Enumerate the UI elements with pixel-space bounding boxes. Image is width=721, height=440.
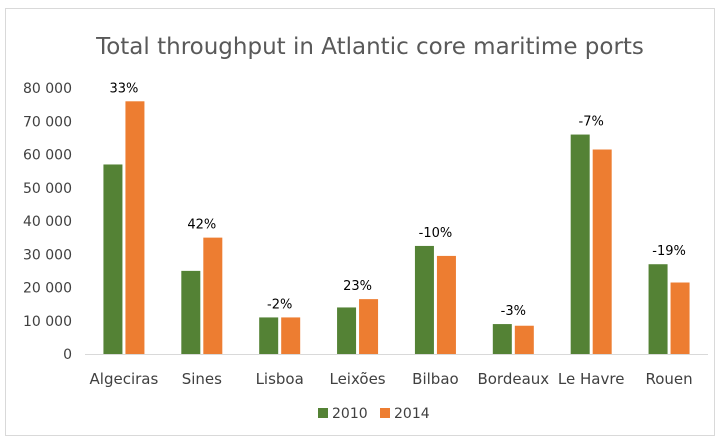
chart-title: Total throughput in Atlantic core mariti… xyxy=(95,34,644,60)
bars xyxy=(103,101,690,354)
bar-2010 xyxy=(492,324,512,354)
y-tick-label: 30 000 xyxy=(23,247,72,263)
bar-2010 xyxy=(337,307,357,354)
bar-2010 xyxy=(570,134,590,354)
bar-2014 xyxy=(592,149,612,354)
change-annotation: 33% xyxy=(109,81,138,96)
change-annotation: -7% xyxy=(579,115,604,130)
y-tick-label: 0 xyxy=(63,347,72,363)
bar-2014 xyxy=(359,299,379,354)
legend-label: 2014 xyxy=(394,406,430,422)
change-annotation: -10% xyxy=(419,226,453,241)
x-tick-label: Bilbao xyxy=(412,370,459,388)
bar-2010 xyxy=(648,264,668,354)
bar-2014 xyxy=(125,101,145,354)
bar-2010 xyxy=(181,270,201,354)
legend: 2010 2014 xyxy=(318,406,430,422)
x-tick-label: Lisboa xyxy=(256,370,304,388)
bar-2010 xyxy=(414,245,434,354)
y-tick-label: 40 000 xyxy=(23,214,72,230)
bar-2014 xyxy=(203,237,223,354)
y-tick-label: 10 000 xyxy=(23,314,72,330)
bar-2014 xyxy=(281,317,301,354)
y-tick-label: 60 000 xyxy=(23,148,72,164)
bar-2010 xyxy=(259,317,279,354)
x-tick-label: Sines xyxy=(182,370,222,388)
x-tick-label: Le Havre xyxy=(558,370,625,388)
y-tick-label: 20 000 xyxy=(23,281,72,297)
y-tick-label: 70 000 xyxy=(23,114,72,130)
y-axis: 0 10 000 20 000 30 000 40 000 50 000 60 000 70 … xyxy=(23,81,72,363)
x-tick-label: Algeciras xyxy=(90,370,159,388)
x-tick-label: Rouen xyxy=(645,370,692,388)
change-annotation: -3% xyxy=(501,304,526,319)
change-annotation: -19% xyxy=(652,244,686,259)
x-axis: Algeciras Sines Lisboa Leixões Bilbao Bordeau… xyxy=(85,354,708,388)
bar-2014 xyxy=(670,282,690,354)
bar-2014 xyxy=(514,325,534,354)
change-annotation: -2% xyxy=(267,297,292,312)
y-tick-label: 80 000 xyxy=(23,81,72,97)
y-tick-label: 50 000 xyxy=(23,181,72,197)
legend-label: 2010 xyxy=(332,406,368,422)
change-annotation: 23% xyxy=(343,279,372,294)
change-annotation: 42% xyxy=(187,218,216,233)
bar-2014 xyxy=(436,255,456,354)
legend-swatch-2010 xyxy=(318,408,328,418)
x-tick-label: Leixões xyxy=(329,370,385,388)
legend-swatch-2014 xyxy=(380,408,390,418)
x-tick-label: Bordeaux xyxy=(477,370,549,388)
change-annotations: 33% 42% -2% 23% -10% -3% -7% -19% xyxy=(109,81,685,319)
bar-2010 xyxy=(103,164,123,354)
